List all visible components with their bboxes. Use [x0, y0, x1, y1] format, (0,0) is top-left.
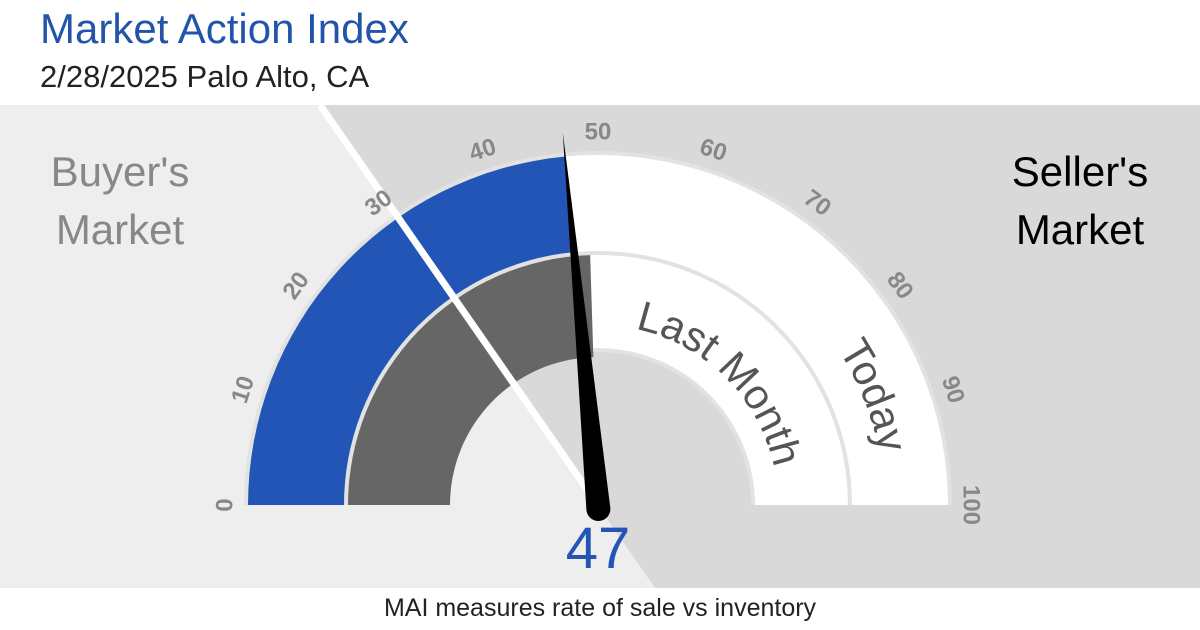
seller-label: Market	[1016, 206, 1145, 253]
value-label: 47	[566, 516, 631, 581]
today-arc	[248, 156, 575, 505]
tick-label: 50	[585, 118, 612, 145]
last-month-arc	[348, 255, 594, 505]
footnote: MAI measures rate of sale vs inventory	[384, 594, 817, 622]
chart-subtitle: 2/28/2025 Palo Alto, CA	[40, 59, 370, 94]
tick-label: 100	[958, 485, 985, 525]
buyer-label: Market	[56, 206, 185, 253]
buyer-label: Buyer's	[51, 148, 190, 195]
market-divider	[317, 103, 601, 507]
chart-title: Market Action Index	[40, 5, 409, 52]
tick-label: 0	[211, 498, 238, 511]
seller-label: Seller's	[1012, 148, 1148, 195]
needle	[562, 132, 611, 521]
